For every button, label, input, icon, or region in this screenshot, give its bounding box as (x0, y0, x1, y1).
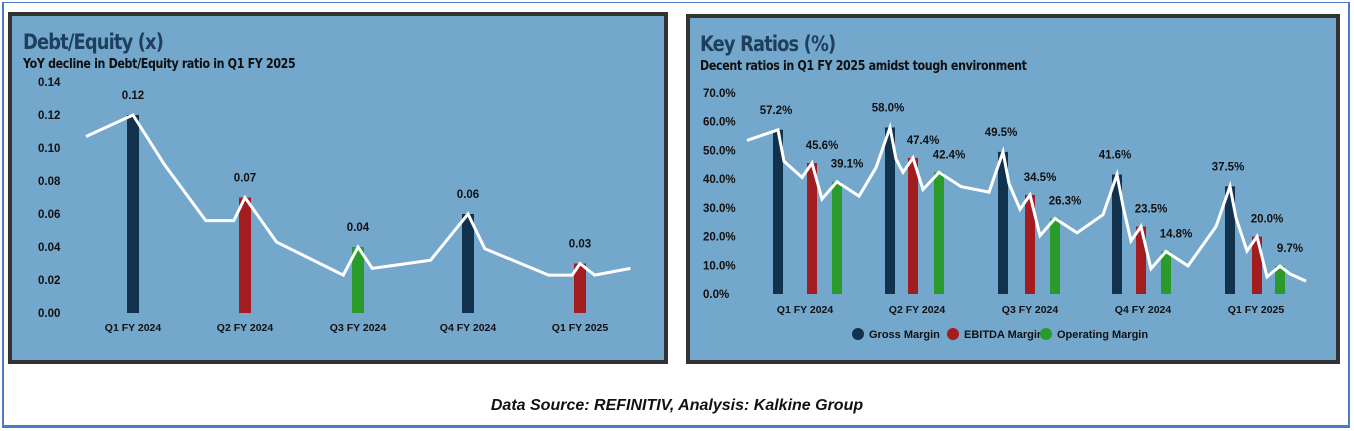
data-label: 39.1% (831, 159, 864, 171)
debt-equity-title: Debt/Equity (x) (23, 30, 164, 54)
y-tick-label: 10.0% (703, 260, 736, 272)
bar-q1-fy-2025 (574, 263, 586, 313)
y-tick-label: 50.0% (703, 145, 736, 157)
bar-ebitda-margin (1252, 236, 1262, 294)
bar-gross-margin (885, 127, 895, 294)
bar-ebitda-margin (908, 157, 918, 294)
y-tick-label: 0.08 (38, 176, 61, 188)
bar-operating-margin (1050, 218, 1060, 294)
bar-gross-margin (1112, 174, 1122, 294)
data-label: 49.5% (985, 127, 1018, 139)
legend-marker-gross-margin (852, 328, 864, 340)
data-label: 58.0% (872, 102, 905, 114)
bar-q2-fy-2024 (239, 197, 251, 313)
x-tick-label: Q3 FY 2024 (330, 322, 387, 334)
debt-equity-panel: Debt/Equity (x) YoY decline in Debt/Equi… (8, 12, 668, 364)
bar-q4-fy-2024 (462, 214, 474, 313)
bar-operating-margin (1161, 251, 1171, 294)
legend-marker-operating-margin (1040, 328, 1052, 340)
bar-ebitda-margin (1025, 194, 1035, 294)
bar-operating-margin (934, 172, 944, 294)
data-label: 26.3% (1049, 195, 1082, 207)
trend-line (85, 113, 631, 278)
legend-label: Operating Margin (1057, 329, 1148, 341)
y-tick-label: 30.0% (703, 203, 736, 215)
data-label: 37.5% (1212, 161, 1245, 173)
legend-marker-ebitda-margin (947, 328, 959, 340)
bar-q3-fy-2024 (352, 247, 364, 313)
x-tick-label: Q2 FY 2024 (889, 304, 946, 316)
data-label: 14.8% (1160, 229, 1193, 241)
trend-line (746, 121, 1307, 283)
y-tick-label: 20.0% (703, 232, 736, 244)
y-tick-label: 40.0% (703, 174, 736, 186)
data-label: 0.12 (122, 90, 144, 102)
y-tick-label: 0.00 (38, 308, 60, 320)
data-label: 34.5% (1024, 172, 1057, 184)
x-tick-label: Q1 FY 2024 (105, 322, 162, 334)
key-ratios-subtitle: Decent ratios in Q1 FY 2025 amidst tough… (700, 59, 1027, 74)
legend-label: Gross Margin (869, 329, 940, 341)
data-label: 47.4% (907, 135, 940, 147)
key-ratios-chart: 0.0% 10.0% 20.0% 30.0% 40.0% 50.0% 60.0% 70.0% 5… (703, 88, 1307, 341)
debt-equity-chart: 0.00 0.02 0.04 0.06 0.08 0.10 0.12 0.14 0.12 Q1 F… (38, 77, 631, 334)
data-label: 0.07 (234, 173, 256, 185)
x-tick-label: Q2 FY 2024 (217, 322, 274, 334)
data-label: 0.06 (457, 189, 479, 201)
bar-gross-margin (773, 129, 783, 294)
x-tick-label: Q4 FY 2024 (440, 322, 497, 334)
y-tick-label: 0.0% (703, 289, 729, 301)
y-tick-label: 0.14 (38, 77, 61, 89)
y-tick-label: 0.06 (38, 209, 60, 221)
y-tick-label: 0.10 (38, 143, 60, 155)
data-label: 57.2% (760, 105, 793, 117)
data-source-footer: Data Source: REFINITIV, Analysis: Kalkin… (490, 397, 864, 414)
y-tick-label: 0.04 (38, 242, 61, 254)
bar-q1-fy-2024 (127, 115, 139, 313)
x-tick-label: Q1 FY 2024 (777, 304, 834, 316)
x-tick-label: Q1 FY 2025 (552, 322, 609, 334)
y-tick-label: 70.0% (703, 88, 736, 100)
data-label: 20.0% (1251, 214, 1284, 226)
key-ratios-title: Key Ratios (%) (700, 32, 836, 56)
y-tick-label: 0.12 (38, 110, 60, 122)
data-label: 0.03 (569, 239, 591, 251)
data-label: 0.04 (347, 222, 370, 234)
bar-operating-margin (1275, 266, 1285, 294)
data-label: 9.7% (1277, 243, 1303, 255)
bar-gross-margin (998, 151, 1008, 294)
x-tick-label: Q4 FY 2024 (1115, 304, 1172, 316)
data-label: 45.6% (806, 140, 839, 152)
legend-label: EBITDA Margin (964, 329, 1044, 341)
data-label: 42.4% (933, 149, 966, 161)
x-tick-label: Q1 FY 2025 (1228, 304, 1285, 316)
data-label: 41.6% (1099, 150, 1132, 162)
y-tick-label: 0.02 (38, 275, 60, 287)
data-label: 23.5% (1135, 204, 1168, 216)
x-tick-label: Q3 FY 2024 (1002, 304, 1059, 316)
debt-equity-subtitle: YoY decline in Debt/Equity ratio in Q1 F… (23, 57, 296, 72)
bar-ebitda-margin (1136, 226, 1146, 294)
y-tick-label: 60.0% (703, 117, 736, 129)
bar-gross-margin (1225, 186, 1235, 294)
bar-ebitda-margin (807, 163, 817, 294)
bar-operating-margin (832, 181, 842, 294)
